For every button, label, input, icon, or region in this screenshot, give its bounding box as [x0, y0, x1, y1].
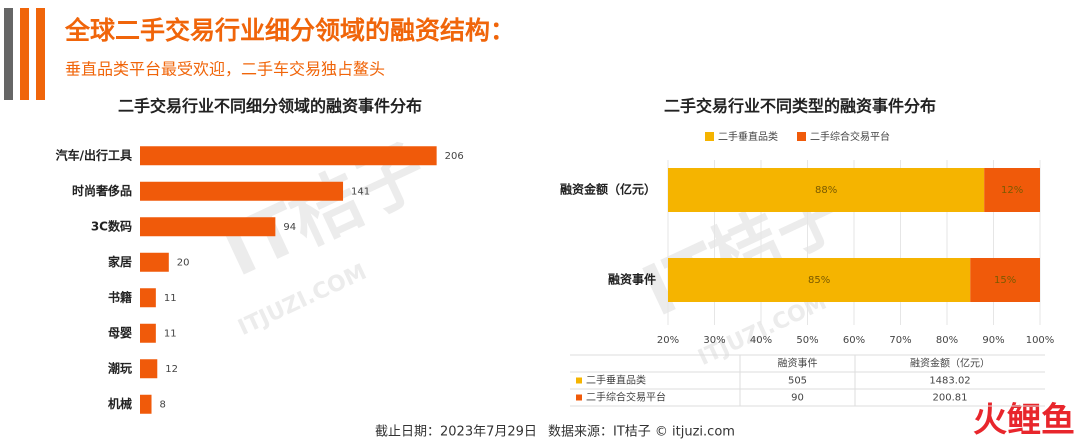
table-cell: 二手综合交易平台 [586, 391, 666, 404]
category-label: 汽车/出行工具 [56, 147, 132, 162]
legend-label: 二手综合交易平台 [810, 130, 890, 143]
value-label: 12 [165, 364, 178, 375]
table-swatch [576, 394, 582, 401]
value-label: 8 [160, 399, 166, 410]
x-tick-label: 90% [982, 335, 1004, 346]
header-stripe [20, 8, 29, 100]
x-tick-label: 30% [703, 335, 725, 346]
bar [140, 181, 344, 201]
bar [140, 217, 276, 237]
x-tick-label: 70% [889, 335, 911, 346]
value-label: 15% [994, 275, 1016, 286]
bar [140, 146, 437, 166]
table-cell: 505 [788, 376, 807, 387]
chart-title: 二手交易行业不同细分领域的融资事件分布 [118, 97, 422, 116]
value-label: 11 [164, 328, 177, 339]
bar [140, 288, 156, 308]
value-label: 141 [351, 186, 370, 197]
x-tick-label: 20% [657, 335, 679, 346]
table-header: 融资事件 [778, 357, 818, 370]
bar-segment [668, 168, 985, 212]
table-cell: 二手垂直品类 [586, 374, 646, 387]
x-tick-label: 50% [796, 335, 818, 346]
table-cell: 200.81 [933, 393, 968, 404]
value-label: 12% [1001, 185, 1023, 196]
bar-segment [984, 168, 1040, 212]
value-label: 11 [164, 293, 177, 304]
footer-source: 数据来源：IT桔子 © itjuzi.com [548, 425, 735, 440]
bar [140, 394, 152, 414]
category-label: 母婴 [108, 326, 132, 340]
table-cell: 90 [791, 393, 804, 404]
table-header: 融资金额（亿元） [910, 357, 990, 370]
category-label: 机械 [108, 396, 132, 411]
bar [140, 359, 158, 379]
category-label: 时尚奢侈品 [72, 183, 132, 198]
page-subtitle: 垂直品类平台最受欢迎，二手车交易独占鳌头 [65, 60, 385, 79]
category-label: 家居 [108, 254, 132, 269]
x-tick-label: 100% [1026, 335, 1055, 346]
table-cell: 1483.02 [929, 376, 970, 387]
value-label: 88% [815, 185, 837, 196]
x-tick-label: 60% [843, 335, 865, 346]
footer-date: 截止日期：2023年7月29日 [375, 425, 537, 440]
legend-swatch [797, 132, 806, 141]
category-label: 书籍 [108, 289, 132, 304]
bar [140, 323, 156, 343]
value-label: 94 [283, 222, 296, 233]
bar-segment [668, 258, 971, 302]
value-label: 85% [808, 275, 830, 286]
header-stripe [4, 8, 13, 100]
legend-swatch [705, 132, 714, 141]
chart-title: 二手交易行业不同类型的融资事件分布 [664, 97, 936, 116]
category-label: 融资事件 [608, 272, 656, 287]
x-tick-label: 80% [936, 335, 958, 346]
logo: 火鲤鱼 [973, 401, 1075, 441]
value-label: 206 [445, 151, 464, 162]
category-label: 潮玩 [108, 360, 132, 375]
page-title: 全球二手交易行业细分领域的融资结构： [64, 16, 515, 45]
table-swatch [576, 377, 582, 384]
category-label: 融资金额（亿元） [560, 182, 656, 197]
value-label: 20 [177, 257, 190, 268]
header-stripe [36, 8, 45, 100]
bar [140, 252, 169, 272]
x-tick-label: 40% [750, 335, 772, 346]
bar-segment [970, 258, 1040, 302]
legend-label: 二手垂直品类 [718, 130, 778, 143]
category-label: 3C数码 [91, 218, 132, 233]
